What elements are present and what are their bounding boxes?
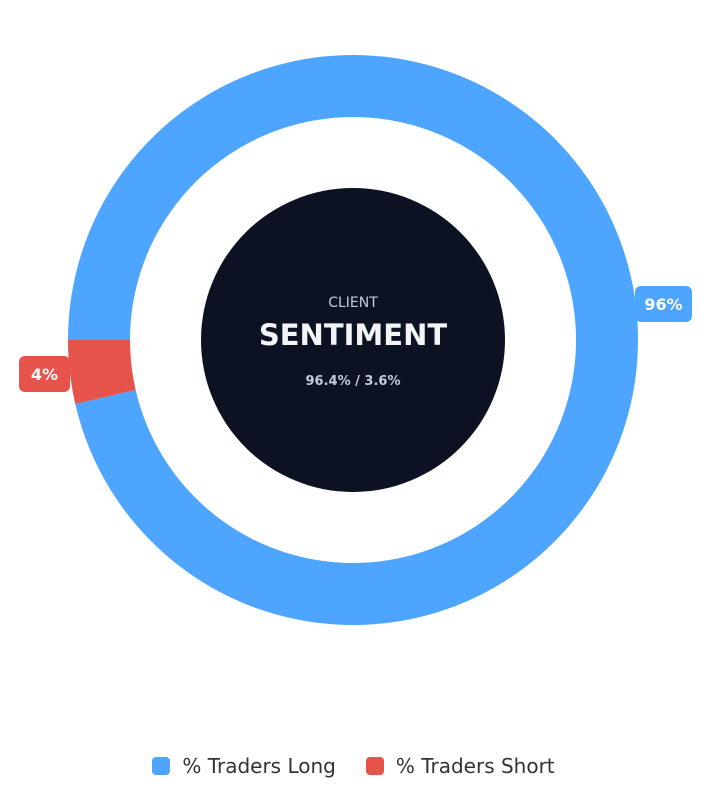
data-label-long-text: 96% bbox=[644, 295, 682, 314]
slice-traders-short[interactable] bbox=[68, 340, 136, 404]
data-label-short: 4% bbox=[19, 356, 70, 392]
legend-label-short: % Traders Short bbox=[395, 754, 555, 778]
center-disc bbox=[201, 188, 505, 492]
data-label-short-text: 4% bbox=[31, 365, 58, 384]
legend-label-long: % Traders Long bbox=[182, 754, 336, 778]
data-label-long-box bbox=[635, 286, 692, 322]
data-labels: 96% 4% bbox=[19, 286, 692, 392]
legend-item-long[interactable]: % Traders Long bbox=[152, 754, 336, 778]
legend-item-short[interactable]: % Traders Short bbox=[365, 754, 555, 778]
legend: % Traders Long % Traders Short bbox=[0, 754, 707, 778]
center-ratio: 96.4% / 3.6% bbox=[306, 374, 401, 389]
center-subtitle: CLIENT bbox=[328, 295, 378, 311]
legend-swatch-long bbox=[152, 757, 171, 775]
center-title: SENTIMENT bbox=[259, 318, 447, 352]
legend-swatch-short bbox=[365, 757, 384, 775]
donut-slices bbox=[68, 55, 638, 625]
data-label-short-box bbox=[19, 356, 70, 392]
data-label-long: 96% bbox=[635, 286, 692, 322]
